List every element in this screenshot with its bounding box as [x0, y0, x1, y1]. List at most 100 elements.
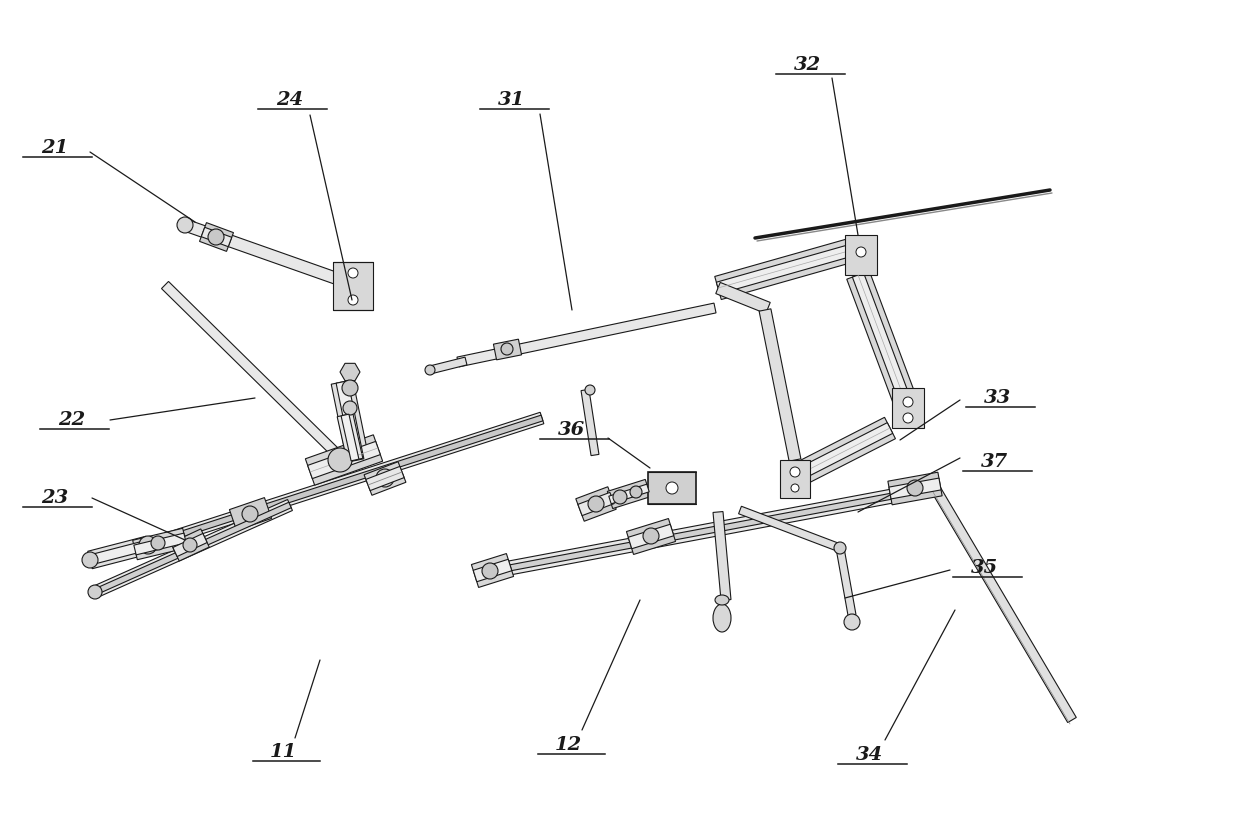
Circle shape	[643, 528, 659, 544]
Circle shape	[613, 490, 627, 504]
Polygon shape	[487, 485, 935, 575]
Polygon shape	[366, 467, 404, 490]
Text: 32: 32	[794, 56, 821, 74]
Polygon shape	[339, 363, 361, 380]
Polygon shape	[364, 462, 406, 495]
Polygon shape	[628, 524, 674, 548]
Polygon shape	[738, 506, 841, 552]
Bar	[892, 388, 924, 428]
Circle shape	[348, 268, 358, 278]
Polygon shape	[793, 417, 896, 486]
Circle shape	[585, 385, 595, 395]
Polygon shape	[134, 533, 186, 555]
Circle shape	[82, 552, 98, 568]
Circle shape	[844, 614, 860, 630]
Text: 37: 37	[981, 453, 1009, 471]
Polygon shape	[493, 339, 522, 360]
Ellipse shape	[712, 604, 731, 632]
Polygon shape	[473, 559, 512, 582]
Polygon shape	[161, 282, 343, 460]
Polygon shape	[716, 282, 771, 313]
Text: 33: 33	[984, 389, 1011, 407]
Polygon shape	[471, 553, 514, 588]
Polygon shape	[581, 389, 598, 455]
Circle shape	[342, 380, 358, 396]
Polygon shape	[795, 423, 893, 481]
Polygon shape	[307, 441, 380, 479]
Polygon shape	[146, 412, 544, 551]
Circle shape	[903, 397, 913, 407]
Polygon shape	[199, 223, 233, 251]
Circle shape	[790, 484, 799, 492]
Circle shape	[501, 343, 513, 355]
Bar	[845, 235, 877, 275]
Text: 11: 11	[269, 743, 296, 761]
Circle shape	[834, 542, 846, 554]
Circle shape	[177, 217, 193, 233]
Bar	[648, 472, 696, 504]
Text: 22: 22	[58, 411, 85, 429]
Polygon shape	[627, 518, 675, 554]
Polygon shape	[576, 487, 616, 521]
Circle shape	[208, 229, 224, 245]
Polygon shape	[337, 413, 363, 462]
Polygon shape	[888, 478, 942, 499]
Text: 12: 12	[554, 736, 581, 754]
Polygon shape	[429, 357, 467, 374]
Circle shape	[343, 401, 357, 415]
Circle shape	[348, 295, 358, 305]
Polygon shape	[712, 512, 731, 601]
Circle shape	[903, 413, 913, 423]
Polygon shape	[336, 381, 364, 461]
Circle shape	[629, 486, 642, 498]
Circle shape	[482, 563, 498, 579]
Text: 21: 21	[41, 139, 68, 157]
Polygon shape	[93, 499, 292, 597]
Text: 31: 31	[498, 91, 525, 109]
Polygon shape	[487, 481, 937, 579]
Polygon shape	[716, 244, 854, 294]
Polygon shape	[577, 492, 615, 516]
Circle shape	[242, 506, 258, 522]
Text: 36: 36	[559, 421, 586, 439]
Circle shape	[375, 469, 394, 487]
Polygon shape	[147, 415, 543, 548]
Polygon shape	[715, 238, 855, 299]
Circle shape	[328, 448, 352, 472]
Polygon shape	[846, 271, 916, 402]
Text: 23: 23	[41, 489, 68, 507]
Bar	[781, 460, 810, 498]
Polygon shape	[836, 548, 856, 616]
Polygon shape	[608, 484, 649, 503]
Polygon shape	[173, 534, 207, 557]
Polygon shape	[94, 503, 291, 595]
Circle shape	[139, 536, 157, 554]
Circle shape	[346, 276, 364, 294]
Circle shape	[790, 467, 800, 477]
Bar	[333, 262, 373, 310]
Text: 24: 24	[276, 91, 304, 109]
Circle shape	[856, 247, 866, 257]
Polygon shape	[331, 379, 369, 462]
Text: 35: 35	[971, 559, 999, 577]
Circle shape	[667, 482, 678, 494]
Polygon shape	[183, 220, 357, 290]
Circle shape	[88, 585, 102, 599]
Circle shape	[151, 536, 165, 550]
Polygon shape	[341, 415, 359, 461]
Polygon shape	[760, 308, 800, 461]
Polygon shape	[229, 498, 271, 530]
Polygon shape	[171, 529, 209, 561]
Polygon shape	[607, 480, 650, 508]
Polygon shape	[457, 303, 716, 367]
Circle shape	[589, 496, 603, 512]
Circle shape	[425, 365, 435, 375]
Polygon shape	[89, 540, 149, 565]
Polygon shape	[852, 273, 909, 400]
Circle shape	[907, 480, 923, 496]
Polygon shape	[133, 528, 187, 560]
Polygon shape	[88, 536, 150, 569]
Circle shape	[183, 538, 197, 552]
Ellipse shape	[715, 595, 729, 605]
Polygon shape	[305, 435, 383, 486]
